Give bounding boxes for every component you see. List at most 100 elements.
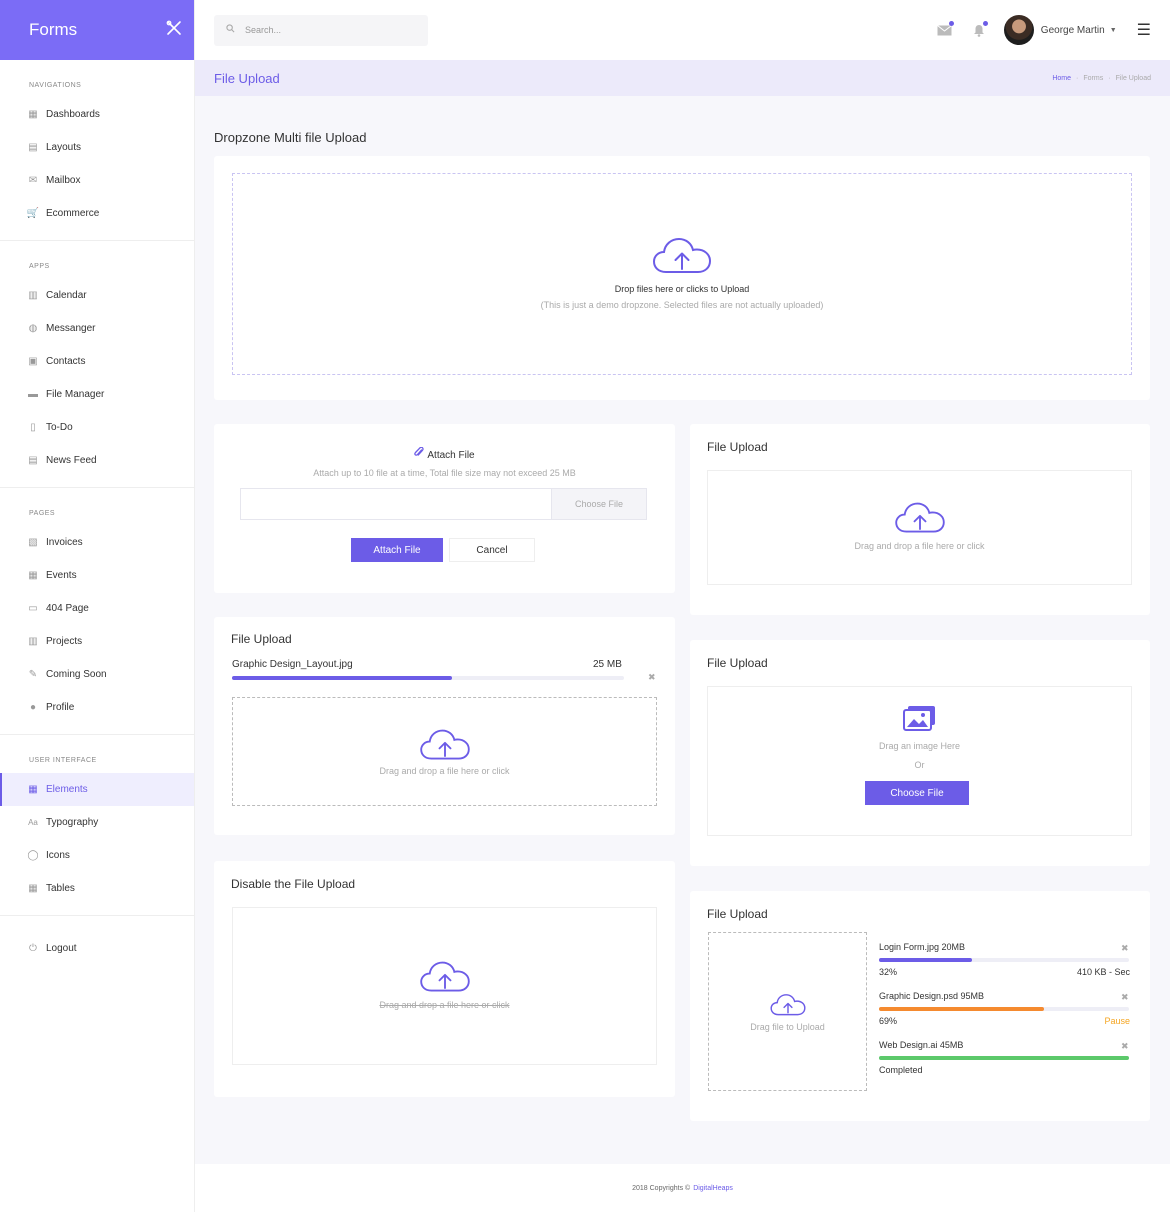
upload-percent: Completed — [879, 1065, 923, 1075]
list-drop-area[interactable]: Drag file to Upload — [708, 932, 867, 1091]
chart-icon: ▥ — [28, 636, 38, 647]
disabled-upload-card: Disable the File Upload Drag and drop a … — [214, 861, 675, 1097]
file-upload-drop-area-1[interactable]: Drag and drop a file here or click — [707, 470, 1132, 585]
disabled-drop-area: Drag and drop a file here or click — [232, 907, 657, 1065]
sidebar-item-tables[interactable]: ▦ Tables — [0, 872, 194, 905]
file-upload-list-card: File Upload Drag file to Upload Login Fo… — [690, 891, 1150, 1121]
footer-brand-link[interactable]: DigitalHeaps — [693, 1184, 733, 1192]
tools-icon[interactable] — [166, 20, 182, 41]
file-upload-image-title: File Upload — [707, 656, 768, 670]
sidebar-item-logout[interactable]: ⏻ Logout — [0, 932, 194, 965]
close-icon[interactable]: ✖ — [648, 672, 656, 682]
drop-area-text-2: Drag and drop a file here or click — [379, 766, 510, 776]
uploading-file-size: 25 MB — [593, 659, 622, 670]
sidebar-item-mailbox[interactable]: ✉ Mailbox — [0, 164, 194, 197]
sidebar-item-profile[interactable]: ● Profile — [0, 691, 194, 724]
contacts-icon: ▣ — [28, 356, 38, 367]
close-icon[interactable]: ✖ — [1121, 943, 1129, 953]
image-drop-area[interactable]: Drag an image Here Or Choose File — [707, 686, 1132, 836]
sidebar-item-label: Projects — [46, 636, 83, 647]
sidebar-item-label: Tables — [46, 883, 75, 894]
sidebar-item-contacts[interactable]: ▣ Contacts — [0, 345, 194, 378]
sidebar-item-label: Layouts — [46, 142, 82, 153]
bell-icon[interactable] — [970, 21, 988, 39]
image-drop-text: Drag an image Here — [878, 741, 961, 751]
sidebar-item-to-do[interactable]: ▯ To-Do — [0, 411, 194, 444]
chevron-down-icon[interactable]: ▼ — [1109, 26, 1117, 34]
breadcrumb-current: File Upload — [1115, 74, 1151, 82]
breadcrumb-forms[interactable]: Forms — [1083, 74, 1104, 82]
file-input-group: Choose File — [240, 488, 647, 520]
breadcrumb-home[interactable]: Home — [1052, 74, 1072, 82]
file-upload-card-1: File Upload Drag and drop a file here or… — [690, 424, 1150, 615]
sidebar-item-label: Dashboards — [46, 109, 100, 120]
attach-file-button[interactable]: Attach File — [351, 538, 443, 562]
close-icon[interactable]: ✖ — [1121, 1041, 1129, 1051]
image-drop-content: Drag an image Here Or — [708, 705, 1131, 770]
cloud-upload-icon — [419, 729, 470, 760]
cloud-upload-icon — [769, 994, 806, 1016]
mail-icon[interactable] — [936, 21, 954, 39]
upload-status[interactable]: Pause — [1104, 1016, 1130, 1026]
menu-icon[interactable]: ☰ — [1136, 22, 1151, 39]
search-input[interactable] — [245, 25, 405, 35]
sidebar-item-icons[interactable]: ◯ Icons — [0, 839, 194, 872]
sidebar-item-label: Invoices — [46, 537, 83, 548]
sidebar-item-label: 404 Page — [46, 603, 89, 614]
upload-percent: 32% — [879, 967, 898, 977]
dropzone-multi-main-text: Drop files here or clicks to Upload — [614, 284, 750, 294]
sidebar-item-file-manager[interactable]: ▬ File Manager — [0, 378, 194, 411]
search-icon — [226, 24, 235, 36]
sidebar-item-calendar[interactable]: ▥ Calendar — [0, 279, 194, 312]
avatar[interactable] — [1003, 15, 1034, 45]
news-icon: ▤ — [28, 455, 38, 466]
paperclip-icon — [414, 446, 425, 461]
upload-progress-track — [232, 676, 624, 680]
nav-heading: NAVIGATIONS — [29, 82, 82, 89]
elements-icon: ▦ — [28, 784, 38, 795]
sidebar-item-elements[interactable]: ▦ Elements — [0, 773, 194, 806]
sidebar-item-label: News Feed — [46, 455, 97, 466]
sidebar-item-events[interactable]: ▦ Events — [0, 559, 194, 592]
attach-title: Attach File — [427, 450, 475, 461]
upload-progress-fill — [879, 1056, 1129, 1060]
file-upload-progress-card: File Upload Graphic Design_Layout.jpg 25… — [214, 617, 675, 835]
table-icon: ▦ — [28, 883, 38, 894]
sidebar-item-projects[interactable]: ▥ Projects — [0, 625, 194, 658]
upload-progress-track — [879, 1007, 1129, 1011]
close-icon[interactable]: ✖ — [1121, 992, 1129, 1002]
user-name[interactable]: George Martin — [1040, 24, 1105, 36]
sidebar-item-404-page[interactable]: ▭ 404 Page — [0, 592, 194, 625]
sidebar-item-messanger[interactable]: ◍ Messanger — [0, 312, 194, 345]
sidebar-item-invoices[interactable]: ▧ Invoices — [0, 526, 194, 559]
choose-image-button[interactable]: Choose File — [865, 781, 969, 805]
chat-icon: ◍ — [28, 323, 38, 334]
disabled-upload-title: Disable the File Upload — [231, 877, 356, 891]
file-upload-drop-area-2[interactable]: Drag and drop a file here or click — [232, 697, 657, 806]
nav-section: ⏻ Logout — [0, 916, 194, 975]
uploading-file-name: Graphic Design_Layout.jpg — [232, 659, 353, 670]
image-gallery-icon — [903, 706, 935, 731]
file-upload-progress-title: File Upload — [231, 632, 292, 646]
file-upload-image-card: File Upload Drag an image Here Or Choose… — [690, 640, 1150, 866]
sidebar-item-layouts[interactable]: ▤ Layouts — [0, 131, 194, 164]
nav-section: USER INTERFACE ▦ Elements Aa Typography ◯ Icon… — [0, 735, 194, 916]
sidebar-item-dashboards[interactable]: ▦ Dashboards — [0, 98, 194, 131]
dropzone-multi-content: Drop files here or clicks to Upload (Thi… — [233, 236, 1131, 310]
footer-copyright: 2018 Copyrights © — [632, 1184, 691, 1192]
dropzone-multi-area[interactable]: Drop files here or clicks to Upload (Thi… — [232, 173, 1132, 375]
sidebar-brand: Forms — [0, 0, 194, 60]
sidebar-item-ecommerce[interactable]: 🛒 Ecommerce — [0, 197, 194, 230]
nav-section: APPS ▥ Calendar ◍ Messanger ▣ Contacts ▬ File Ma… — [0, 241, 194, 488]
cancel-button[interactable]: Cancel — [449, 538, 535, 562]
sidebar-item-news-feed[interactable]: ▤ News Feed — [0, 444, 194, 477]
sidebar-item-typography[interactable]: Aa Typography — [0, 806, 194, 839]
sidebar-item-coming-soon[interactable]: ✎ Coming Soon — [0, 658, 194, 691]
file-input-field[interactable] — [241, 489, 551, 519]
search-box[interactable] — [214, 14, 428, 46]
upload-file-name: Login Form.jpg 20MB — [879, 942, 966, 952]
sidebar-item-label: Profile — [46, 702, 75, 713]
top-right-controls: George Martin ▼ ☰ — [936, 15, 1151, 45]
choose-file-button[interactable]: Choose File — [551, 489, 646, 519]
monitor-icon: ▭ — [28, 603, 38, 614]
